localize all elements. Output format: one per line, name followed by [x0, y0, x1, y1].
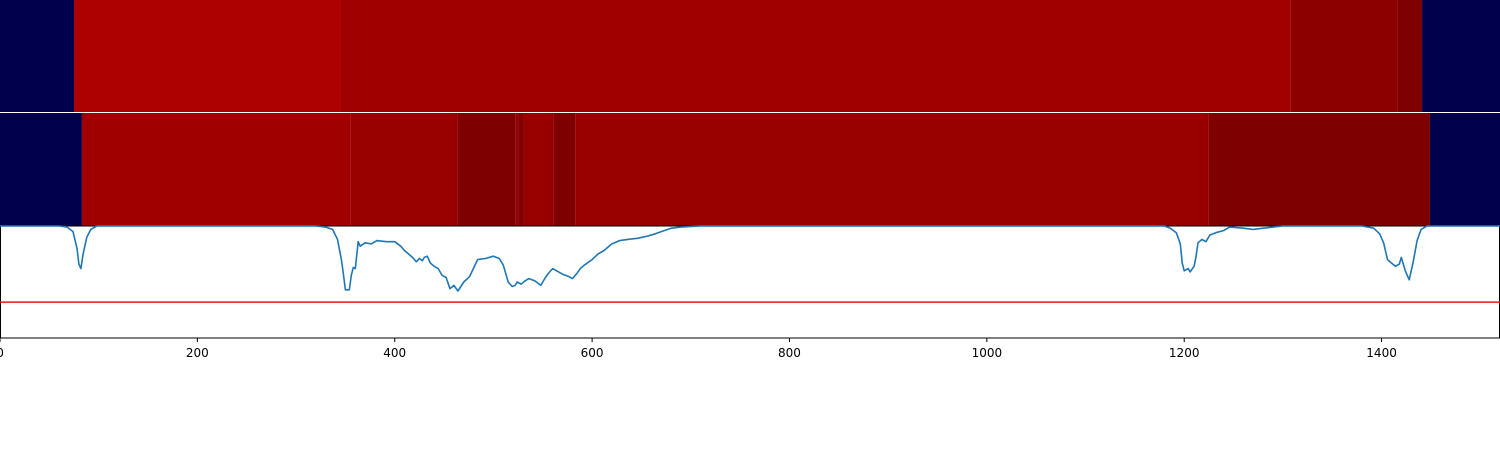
heatmap-segment — [1397, 0, 1423, 112]
heatmap-track-top — [0, 0, 1500, 112]
x-tick-label: 800 — [778, 346, 801, 360]
heatmap-segment — [1290, 0, 1398, 112]
x-tick-label: 400 — [383, 346, 406, 360]
heatmap-segment — [515, 113, 519, 226]
x-tick-label: 1400 — [1366, 346, 1397, 360]
x-tick-label: 1200 — [1169, 346, 1200, 360]
x-tick-label: 1000 — [972, 346, 1003, 360]
heatmap-segment — [518, 113, 524, 226]
heatmap-segment — [350, 113, 458, 226]
series-line — [0, 225, 1500, 292]
x-tick-label: 0 — [0, 346, 4, 360]
heatmap-track-bottom — [0, 113, 1500, 226]
x-tick-label: 200 — [186, 346, 209, 360]
heatmap-segment — [575, 113, 1209, 226]
heatmap-segment — [74, 0, 341, 112]
heatmap-segment — [0, 113, 82, 226]
heatmap-segment — [523, 113, 554, 226]
heatmap-segment — [0, 0, 75, 112]
x-axis: 0 200 400 600 800 1000 1200 1400 — [0, 338, 1397, 360]
x-tick-label: 600 — [581, 346, 604, 360]
heatmap-segment — [81, 113, 351, 226]
heatmap-segment — [553, 113, 576, 226]
line-panel — [0, 225, 1500, 339]
heatmap-segment — [1429, 113, 1500, 226]
heatmap-segment — [340, 0, 1291, 112]
heatmap-segment — [1208, 113, 1430, 226]
line-panel-frame — [0, 225, 1500, 339]
heatmap-segment — [1422, 0, 1500, 112]
heatmap-segment — [457, 113, 516, 226]
